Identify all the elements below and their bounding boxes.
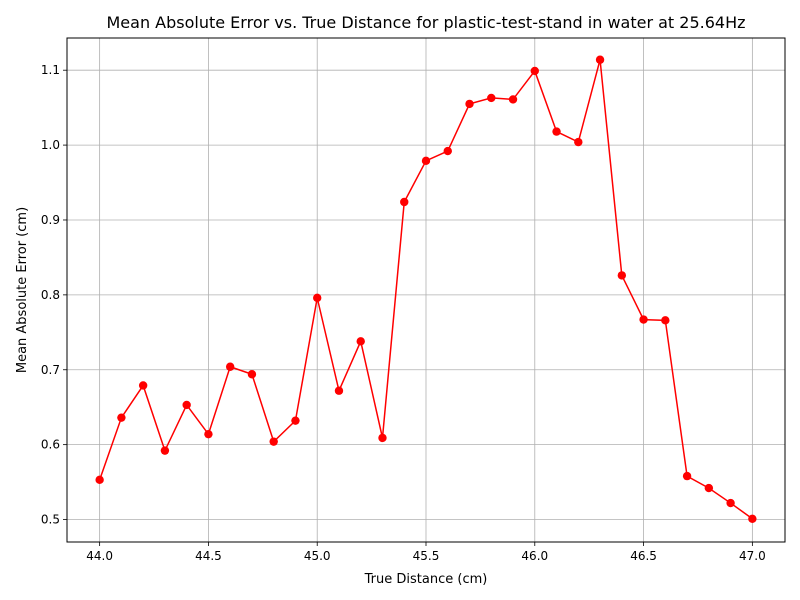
- data-point: [313, 293, 322, 303]
- y-tick-label: 0.7: [41, 363, 60, 377]
- grid: [67, 38, 785, 542]
- y-tick-label: 0.9: [41, 213, 60, 227]
- x-axis-label: True Distance (cm): [364, 572, 488, 587]
- data-point: [95, 475, 104, 485]
- y-tick-label: 0.8: [41, 288, 60, 302]
- data-point: [291, 416, 300, 425]
- data-point: [356, 337, 365, 346]
- data-series: [95, 55, 757, 523]
- data-point: [617, 271, 627, 280]
- data-point: [465, 99, 474, 109]
- y-tick-label: 0.5: [41, 513, 60, 527]
- data-point: [748, 514, 757, 523]
- y-axis-label: Mean Absolute Error (cm): [15, 207, 30, 373]
- x-tick-label: 44.5: [195, 549, 222, 563]
- data-point: [726, 498, 735, 508]
- data-point: [443, 146, 452, 156]
- data-point: [487, 93, 496, 103]
- data-point: [639, 315, 648, 324]
- x-tick-label: 45.0: [304, 549, 331, 563]
- y-axis-ticks: 0.5 0.6 0.7 0.8 0.9 1.0 1.1: [41, 63, 67, 527]
- data-point: [269, 437, 278, 446]
- x-tick-label: 46.5: [630, 549, 657, 563]
- data-point: [400, 197, 409, 207]
- data-point: [552, 127, 561, 136]
- x-tick-label: 46.0: [521, 549, 548, 563]
- data-point: [704, 483, 714, 493]
- data-point: [204, 429, 213, 439]
- data-point: [378, 433, 387, 443]
- y-tick-label: 1.1: [41, 63, 60, 77]
- data-point: [160, 446, 170, 455]
- y-tick-label: 0.6: [41, 438, 60, 452]
- data-point: [574, 137, 583, 147]
- data-point: [530, 66, 539, 76]
- data-point: [421, 156, 431, 166]
- data-point: [661, 316, 670, 325]
- data-point: [138, 381, 148, 390]
- x-axis-ticks: 44.0 44.5 45.0 45.5 46.0 46.5 47.0: [86, 542, 766, 563]
- data-point: [117, 413, 126, 422]
- x-tick-label: 44.0: [86, 549, 113, 563]
- data-point: [682, 471, 692, 481]
- data-point: [334, 386, 344, 395]
- data-point: [508, 95, 518, 104]
- data-point: [225, 362, 235, 371]
- data-point: [247, 370, 257, 379]
- y-tick-label: 1.0: [41, 138, 60, 152]
- data-point: [182, 400, 191, 410]
- chart-title: Mean Absolute Error vs. True Distance fo…: [106, 13, 745, 32]
- x-tick-label: 45.5: [413, 549, 440, 563]
- data-point: [595, 55, 605, 64]
- x-tick-label: 47.0: [739, 549, 766, 563]
